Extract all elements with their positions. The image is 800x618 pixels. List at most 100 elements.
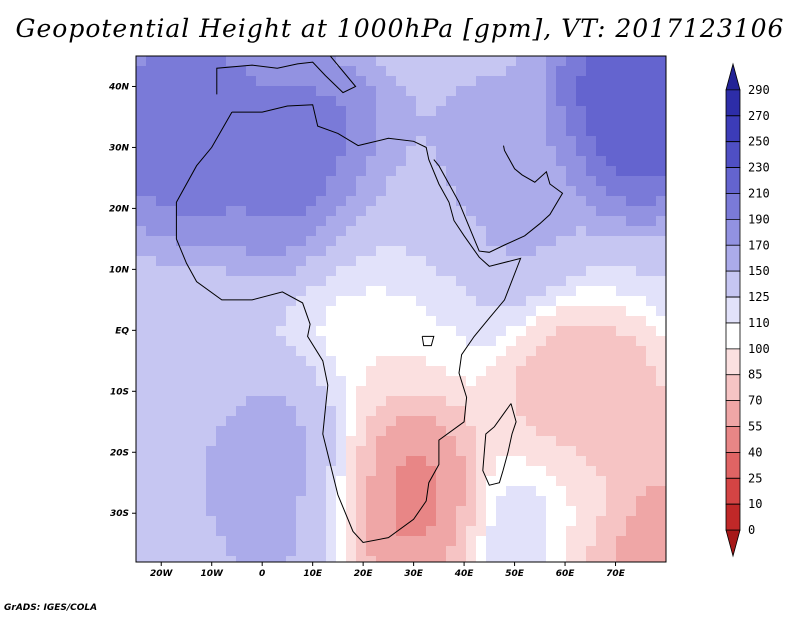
heat-cell <box>396 306 407 317</box>
heat-cell <box>456 366 467 377</box>
heat-cell <box>146 216 157 227</box>
heat-cell <box>156 556 167 562</box>
heat-cell <box>566 356 577 367</box>
heat-cell <box>136 56 147 67</box>
heat-cell <box>576 556 587 562</box>
coastlines <box>175 56 564 544</box>
heat-cell <box>516 56 527 67</box>
heat-cell <box>566 436 577 447</box>
heat-cell <box>176 486 187 497</box>
heat-cell <box>206 166 217 177</box>
heat-cell <box>436 276 447 287</box>
heat-cell <box>246 416 257 427</box>
heat-cell <box>566 406 577 417</box>
heat-cell <box>626 156 637 167</box>
heat-cell <box>166 146 177 157</box>
heat-cell <box>416 526 427 537</box>
heat-cell <box>236 426 247 437</box>
heat-cell <box>526 166 537 177</box>
heat-cell <box>326 326 337 337</box>
heat-cell <box>186 456 197 467</box>
heat-cell <box>276 126 287 137</box>
heat-cell <box>196 236 207 247</box>
heat-cell <box>536 536 547 547</box>
heat-cell <box>176 256 187 267</box>
heat-cell <box>236 526 247 537</box>
heat-cell <box>606 386 617 397</box>
heat-cell <box>306 216 317 227</box>
heat-cell <box>166 466 177 477</box>
heat-cell <box>216 236 227 247</box>
heat-cell <box>316 286 327 297</box>
heat-cell <box>176 336 187 347</box>
heat-cell <box>536 336 547 347</box>
heat-cell <box>476 56 487 67</box>
heat-cell <box>296 256 307 267</box>
heat-cell <box>606 76 617 87</box>
heat-cell <box>526 66 537 77</box>
heat-cell <box>316 446 327 457</box>
heat-cell <box>336 486 347 497</box>
heat-cell <box>636 256 647 267</box>
colorbar-swatch <box>725 452 741 479</box>
heat-cell <box>646 216 657 227</box>
heat-cell <box>286 226 297 237</box>
heat-cell <box>516 156 527 167</box>
heat-cell <box>206 526 217 537</box>
heat-cell <box>306 176 317 187</box>
heat-cell <box>566 206 577 217</box>
heat-cell <box>416 276 427 287</box>
heat-cell <box>606 536 617 547</box>
heat-cell <box>186 526 197 537</box>
heat-cell <box>646 546 657 557</box>
heat-cell <box>606 146 617 157</box>
heat-cell <box>176 156 187 167</box>
heat-cell <box>326 96 337 107</box>
heat-cell <box>136 166 147 177</box>
heat-cell <box>326 506 337 517</box>
heat-cell <box>256 86 267 97</box>
heat-cell <box>376 196 387 207</box>
heat-cell <box>236 76 247 87</box>
heat-cell <box>356 296 367 307</box>
heat-cell <box>166 126 177 137</box>
heat-cell <box>146 76 157 87</box>
heat-cell <box>366 416 377 427</box>
heat-cell <box>446 486 457 497</box>
heat-cell <box>136 216 147 227</box>
heat-cell <box>596 356 607 367</box>
heat-cell <box>156 476 167 487</box>
heat-cell <box>506 436 517 447</box>
heat-cell <box>566 106 577 117</box>
heat-cell <box>456 556 467 562</box>
heat-cell <box>646 136 657 147</box>
heat-cell <box>316 406 327 417</box>
heat-cell <box>426 286 437 297</box>
heat-cell <box>526 446 537 457</box>
heat-cell <box>186 126 197 137</box>
heat-cell <box>326 236 337 247</box>
heat-cell <box>436 426 447 437</box>
heat-cell <box>276 526 287 537</box>
heat-cell <box>296 526 307 537</box>
heat-cell <box>206 76 217 87</box>
heat-cell <box>516 506 527 517</box>
heat-cell <box>416 266 427 277</box>
heat-cell <box>426 336 437 347</box>
heat-cell <box>336 156 347 167</box>
heat-cell <box>596 386 607 397</box>
heat-cell <box>526 486 537 497</box>
heat-cell <box>576 116 587 127</box>
heat-cell <box>236 366 247 377</box>
heat-cell <box>396 546 407 557</box>
heat-cell <box>296 466 307 477</box>
heat-cell <box>626 386 637 397</box>
heat-cell <box>306 356 317 367</box>
heat-cell <box>296 266 307 277</box>
heat-cell <box>376 146 387 157</box>
heat-cell <box>646 436 657 447</box>
heat-cell <box>646 526 657 537</box>
heat-cell <box>346 276 357 287</box>
grads-credit: GrADS: IGES/COLA <box>4 603 98 613</box>
heat-cell <box>406 416 417 427</box>
